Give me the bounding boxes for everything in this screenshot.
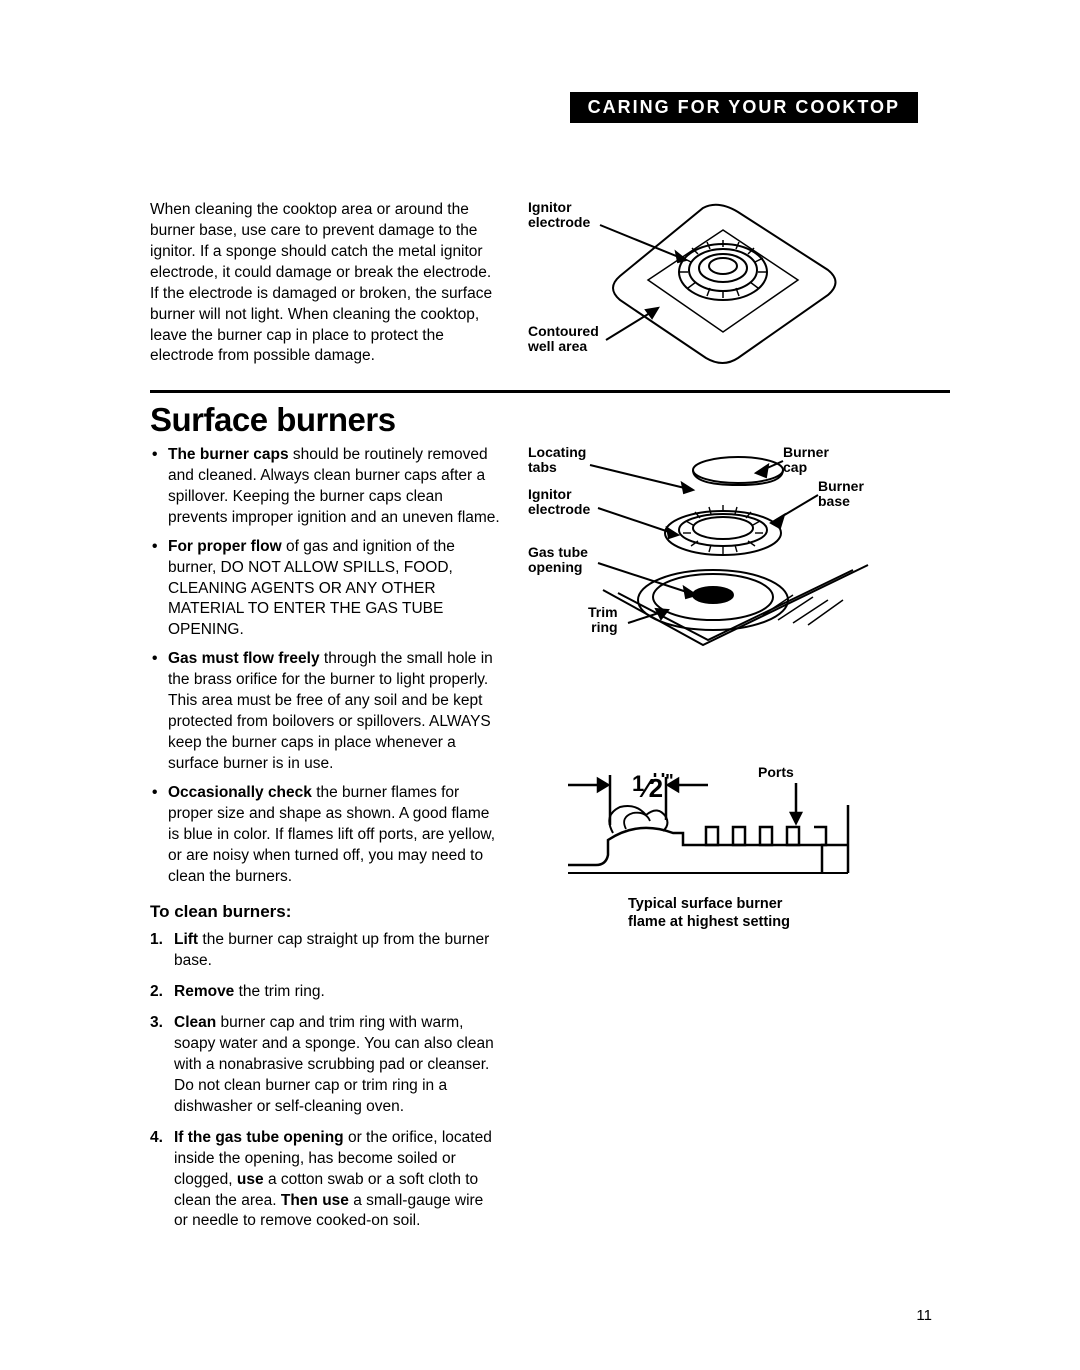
step-text: the burner cap straight up from the burn… xyxy=(174,931,489,969)
fig3-label-ports: Ports xyxy=(758,765,794,780)
step-text: the trim ring. xyxy=(234,983,324,1000)
bullet-lead: For proper flow xyxy=(168,538,282,555)
step-lead: use xyxy=(237,1171,264,1188)
bullet-lead: Gas must flow freely xyxy=(168,650,320,667)
header-bar: CARING FOR YOUR COOKTOP xyxy=(570,92,918,123)
main-row: The burner caps should be routinely remo… xyxy=(150,445,950,1242)
content-area: When cleaning the cooktop area or around… xyxy=(150,200,950,1310)
figure-3: Ports xyxy=(548,765,868,935)
step-lead: If the gas tube opening xyxy=(174,1129,344,1146)
step-lead: Lift xyxy=(174,931,198,948)
subheading: To clean burners: xyxy=(150,901,500,924)
section-title: Surface burners xyxy=(150,401,950,439)
fig2-label-cap: Burner cap xyxy=(783,445,829,476)
page-number: 11 xyxy=(916,1307,932,1324)
step-lead: Remove xyxy=(174,983,234,1000)
step-number: 1. xyxy=(150,930,163,951)
text-col: The burner caps should be routinely remo… xyxy=(150,445,500,1242)
step-item: 1.Lift the burner cap straight up from t… xyxy=(164,930,500,972)
fraction-denominator: 2 xyxy=(649,773,663,803)
intro-paragraph: When cleaning the cooktop area or around… xyxy=(150,200,500,367)
step-item: 2.Remove the trim ring. xyxy=(164,982,500,1003)
step-lead: Clean xyxy=(174,1014,216,1031)
intro-col: When cleaning the cooktop area or around… xyxy=(150,200,500,380)
bullet-item: Occasionally check the burner flames for… xyxy=(164,783,500,888)
bullet-lead: Occasionally check xyxy=(168,784,312,801)
fig2-label-trim: Trim ring xyxy=(588,605,618,636)
fraction-numerator: 1 xyxy=(632,771,644,796)
step-text: burner cap and trim ring with warm, soap… xyxy=(174,1014,494,1115)
step-number: 4. xyxy=(150,1128,163,1149)
bullet-lead: The burner caps xyxy=(168,446,289,463)
bullet-item: Gas must flow freely through the small h… xyxy=(164,649,500,775)
bullet-list: The burner caps should be routinely remo… xyxy=(150,445,500,887)
section-divider xyxy=(150,390,950,393)
fig3-caption: Typical surface burner flame at highest … xyxy=(628,895,868,931)
bullet-text: through the small hole in the brass orif… xyxy=(168,650,493,772)
step-item: 3.Clean burner cap and trim ring with wa… xyxy=(164,1013,500,1118)
figure-1: Ignitor electrode Contoured well area xyxy=(528,200,950,380)
step-item: 4.If the gas tube opening or the orifice… xyxy=(164,1128,500,1233)
step-number: 3. xyxy=(150,1013,163,1034)
fig1-label-well: Contoured well area xyxy=(528,324,599,355)
inch-mark: " xyxy=(665,771,674,791)
flame-diagram-icon xyxy=(548,765,868,885)
fig2-label-gastube: Gas tube opening xyxy=(528,545,588,576)
step-lead: Then use xyxy=(281,1192,349,1209)
figures-col: Locating tabs Ignitor electrode Gas tube… xyxy=(528,445,950,1242)
step-number: 2. xyxy=(150,982,163,1003)
fig2-label-base: Burner base xyxy=(818,479,864,510)
bullet-item: For proper flow of gas and ignition of t… xyxy=(164,537,500,642)
fig2-label-ignitor: Ignitor electrode xyxy=(528,487,590,518)
figure-2: Locating tabs Ignitor electrode Gas tube… xyxy=(528,445,888,665)
steps-list: 1. Lift the burner cap straight up from t… xyxy=(150,930,500,1232)
bullet-item: The burner caps should be routinely remo… xyxy=(164,445,500,529)
fig1-label-ignitor: Ignitor electrode xyxy=(528,200,590,231)
fig2-label-tabs: Locating tabs xyxy=(528,445,586,476)
intro-row: When cleaning the cooktop area or around… xyxy=(150,200,950,380)
